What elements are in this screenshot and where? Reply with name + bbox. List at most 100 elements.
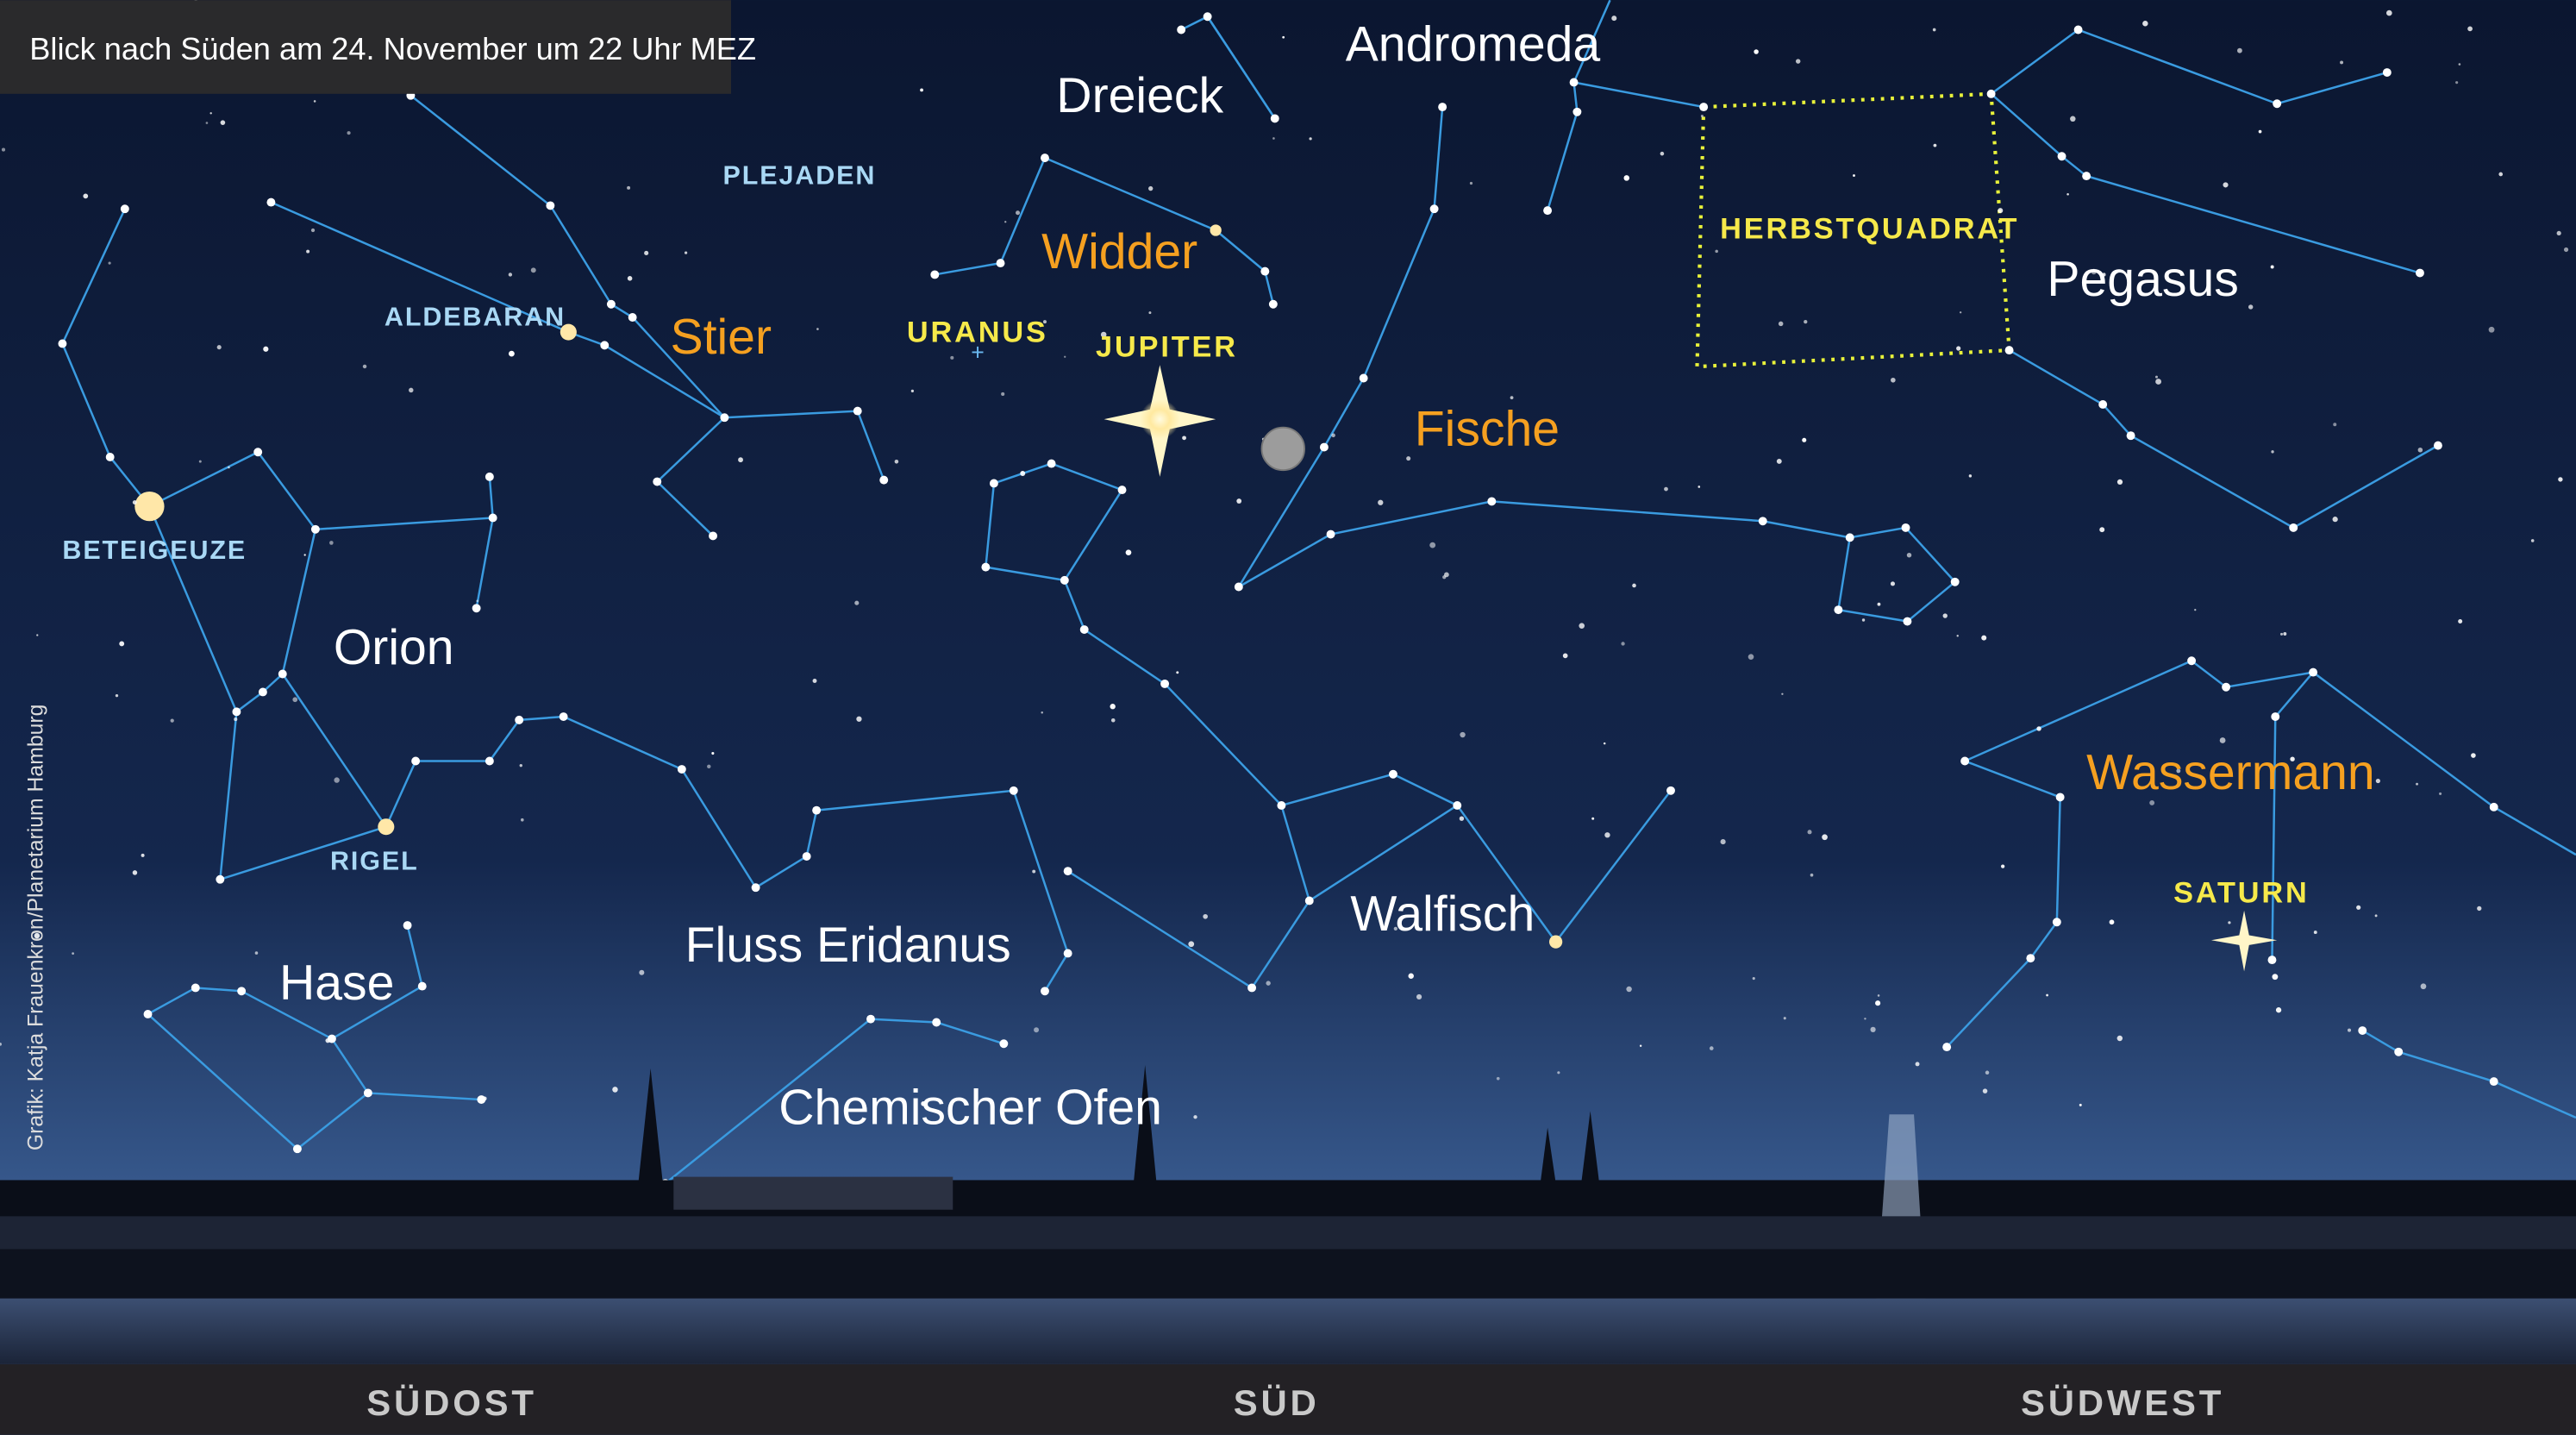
- star: [1118, 486, 1127, 494]
- background-star: [2421, 983, 2427, 989]
- background-star: [1626, 987, 1631, 992]
- background-star: [2155, 379, 2161, 385]
- direction-label: SÜDWEST: [2021, 1382, 2224, 1423]
- star: [266, 198, 275, 207]
- background-star: [1188, 941, 1194, 947]
- background-star: [306, 250, 309, 254]
- background-star: [1579, 623, 1585, 629]
- background-star: [1408, 974, 1413, 979]
- background-star: [1878, 994, 1880, 997]
- background-star: [1016, 210, 1020, 215]
- star: [58, 340, 66, 348]
- background-star: [206, 122, 209, 124]
- constellation-label: Orion: [334, 620, 454, 675]
- background-star: [2467, 26, 2473, 31]
- background-star: [1822, 834, 1828, 840]
- background-star: [217, 345, 222, 349]
- background-star: [329, 541, 334, 545]
- star: [546, 201, 554, 210]
- background-star: [2489, 327, 2495, 333]
- star: [600, 341, 609, 349]
- background-star: [314, 100, 316, 103]
- background-star: [483, 1096, 487, 1100]
- background-star: [2333, 517, 2338, 522]
- background-star: [2223, 182, 2228, 187]
- star: [411, 757, 420, 766]
- background-star: [1266, 981, 1270, 985]
- background-star: [2455, 81, 2458, 84]
- background-star: [854, 601, 859, 605]
- constellation-label: Widder: [1041, 224, 1197, 279]
- star: [2309, 668, 2317, 677]
- constellation-label: Fluss Eridanus: [685, 918, 1011, 973]
- constellation-label: Stier: [670, 310, 772, 365]
- star: [2358, 1026, 2367, 1035]
- background-star: [644, 251, 648, 255]
- star-label: BETEIGEUZE: [62, 536, 247, 565]
- star: [932, 1018, 941, 1027]
- background-star: [292, 697, 297, 702]
- background-star: [1721, 839, 1726, 844]
- background-star: [171, 718, 174, 722]
- background-star: [856, 717, 861, 722]
- background-star: [1753, 977, 1755, 980]
- background-star: [2477, 906, 2481, 911]
- star: [560, 712, 568, 721]
- background-star: [1870, 1027, 1875, 1032]
- moon: [1262, 428, 1305, 471]
- background-star: [1985, 1071, 1989, 1075]
- star: [1834, 605, 1842, 614]
- asterism-label: HERBSTQUADRAT: [1720, 213, 2019, 246]
- star: [2187, 656, 2196, 665]
- background-star: [72, 952, 74, 955]
- star: [1047, 460, 1056, 468]
- background-star: [1110, 704, 1115, 709]
- background-star: [1331, 434, 1335, 438]
- background-star: [2356, 905, 2360, 910]
- star: [1902, 523, 1910, 532]
- background-star: [612, 1087, 618, 1093]
- background-star: [2531, 539, 2535, 542]
- star: [1960, 757, 1969, 766]
- star: [1060, 576, 1069, 585]
- background-star: [1203, 914, 1208, 919]
- star: [2490, 1077, 2498, 1086]
- background-star: [209, 112, 211, 114]
- star: [1177, 26, 1185, 34]
- background-star: [304, 554, 306, 555]
- star-label: PLEJADEN: [722, 161, 876, 191]
- background-star: [1779, 322, 1784, 327]
- star: [2005, 346, 2014, 354]
- star: [1080, 625, 1089, 634]
- star: [2271, 712, 2279, 721]
- background-star: [627, 186, 630, 190]
- background-star: [2149, 800, 2154, 805]
- star: [981, 563, 990, 572]
- star: [2053, 918, 2061, 926]
- star: [853, 407, 862, 416]
- background-star: [1957, 635, 1959, 636]
- star: [485, 757, 494, 766]
- star: [1487, 497, 1496, 505]
- background-star: [911, 390, 914, 392]
- background-star: [2194, 609, 2196, 611]
- background-star: [531, 267, 536, 273]
- background-star: [685, 251, 687, 254]
- background-star: [228, 467, 230, 469]
- title: Blick nach Süden am 24. November um 22 U…: [29, 31, 756, 66]
- background-star: [2439, 793, 2442, 795]
- star: [2082, 172, 2091, 180]
- constellation-label: Andromeda: [1346, 17, 1601, 72]
- background-star: [1810, 874, 1814, 877]
- constellation-label: Pegasus: [2047, 252, 2238, 307]
- background-star: [2280, 633, 2283, 636]
- background-star: [1808, 830, 1812, 834]
- star: [1041, 987, 1049, 995]
- star: [485, 473, 494, 481]
- background-star: [1875, 1000, 1880, 1006]
- background-star: [255, 951, 259, 955]
- star: [709, 531, 717, 540]
- star: [1903, 617, 1911, 626]
- background-star: [2237, 48, 2242, 53]
- background-star: [1623, 175, 1629, 181]
